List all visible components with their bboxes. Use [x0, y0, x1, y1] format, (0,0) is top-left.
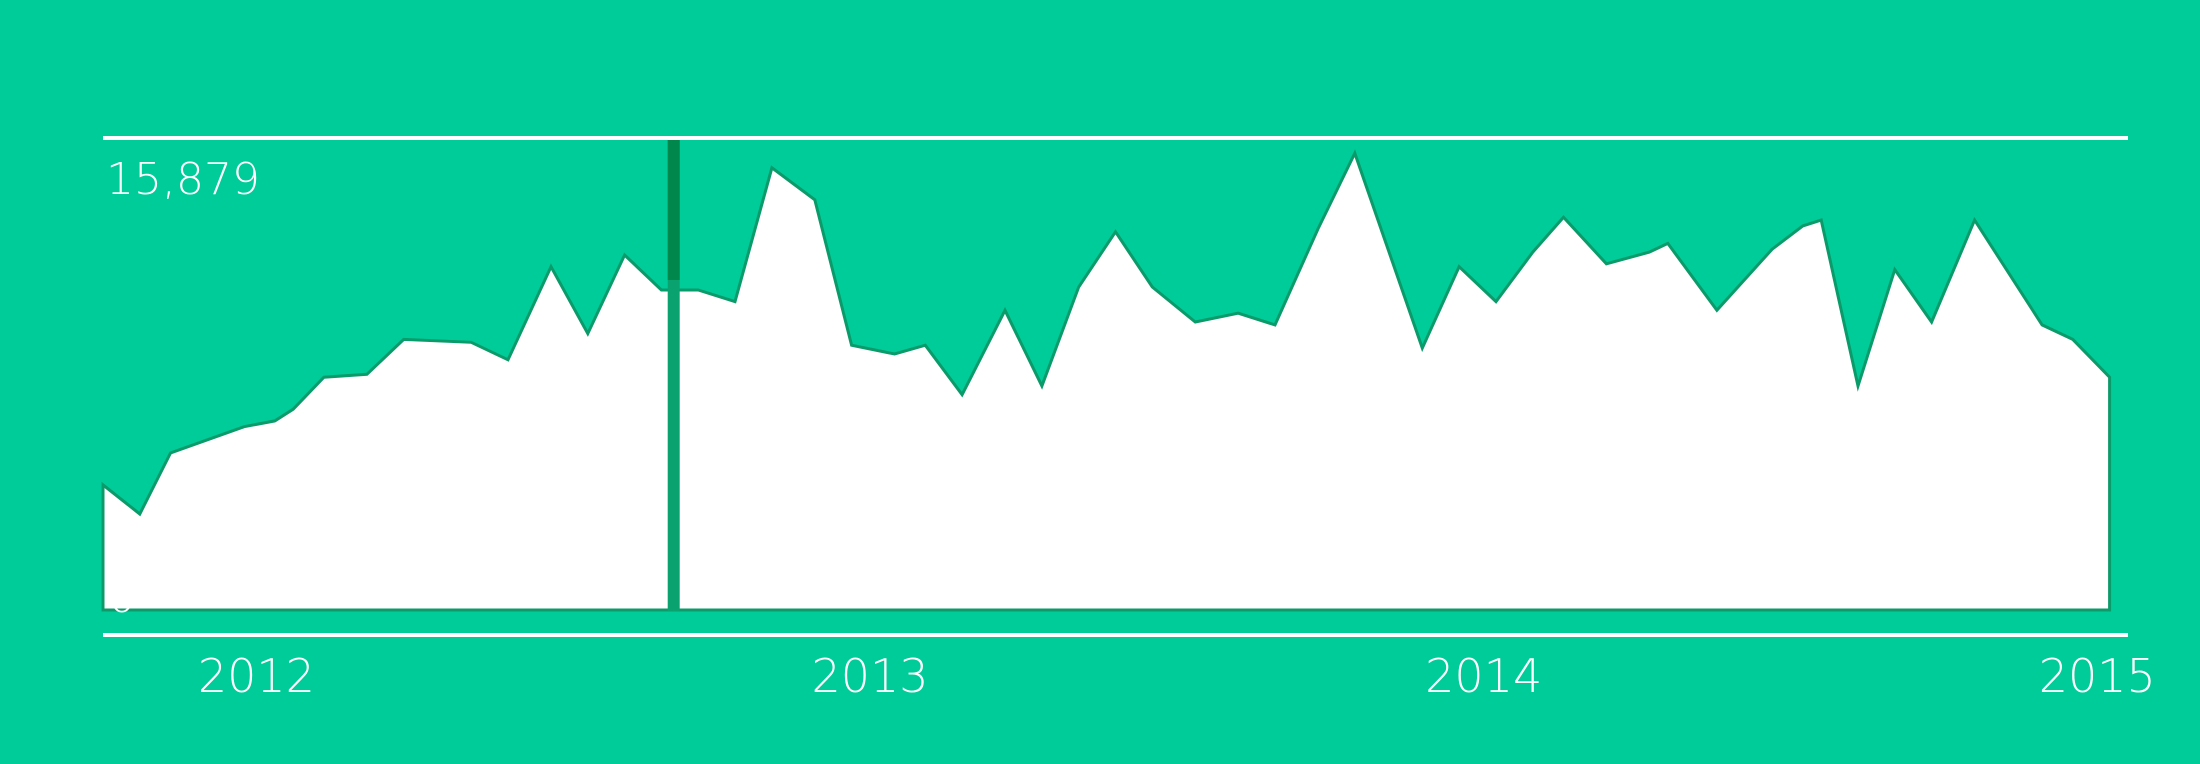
y-tick-max: 15,879 — [106, 154, 260, 205]
x-tick-label: 2015 — [2039, 649, 2156, 703]
y-axis-labels: 15,879 0 — [106, 154, 260, 623]
x-axis-labels: 2012 2013 2014 2015 — [198, 649, 2156, 703]
y-tick-min: 0 — [108, 572, 136, 623]
x-tick-label: 2014 — [1425, 649, 1542, 703]
x-tick-label: 2013 — [811, 649, 928, 703]
x-tick-label: 2012 — [198, 649, 315, 703]
series-area-0 — [101, 149, 2112, 612]
marker-layer — [667, 140, 680, 611]
highlight-marker-top — [667, 140, 680, 280]
series-layer — [101, 149, 2112, 612]
